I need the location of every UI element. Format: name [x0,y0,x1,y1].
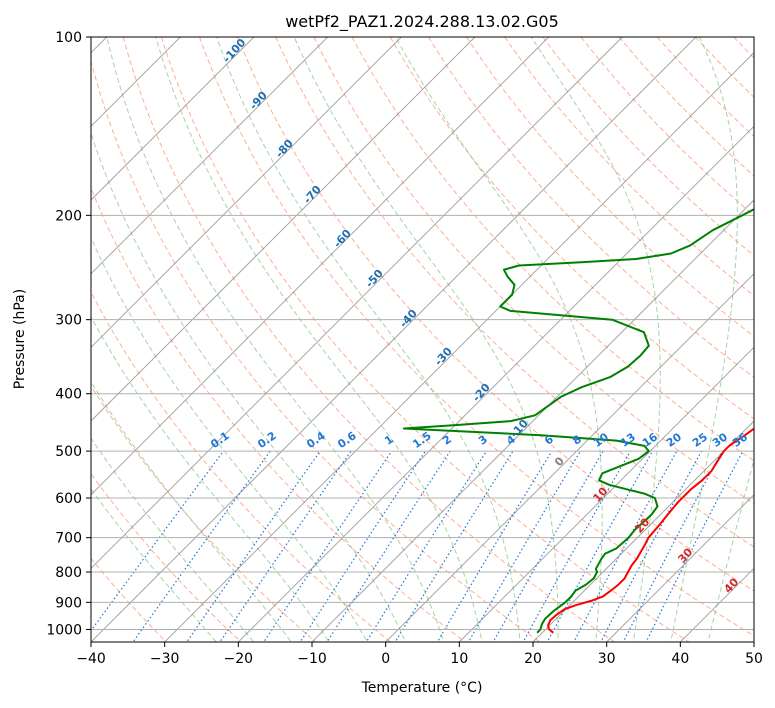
y-axis-label: Pressure (hPa) [12,289,28,389]
x-tick-label: 0 [381,651,390,667]
isotherm-line [91,37,697,642]
isotherm-line [164,51,754,642]
x-axis-label: Temperature (°C) [361,680,483,696]
y-tick-label: 500 [55,444,82,460]
x-tick-label: 10 [450,651,468,667]
x-tick-label: −30 [150,651,180,667]
isotherm-line [385,272,754,642]
x-tick-label: 50 [745,651,763,667]
dry-adiabat-line [91,384,317,642]
temperature-profile-line [547,427,754,634]
y-tick-label: 900 [55,595,82,611]
x-tick-label: 30 [598,651,616,667]
isotherm-line [532,420,754,642]
y-tick-label: 1000 [46,622,82,638]
plot-frame [90,36,755,643]
x-tick-label: −20 [224,651,254,667]
x-tick-label: 20 [524,651,542,667]
chart-title: wetPf2_PAZ1.2024.288.13.02.G05 [285,12,559,32]
y-tick-label: 100 [55,30,82,46]
moist-adiabat-line [670,37,738,642]
isotherm-line [458,346,754,642]
isotherm-line [91,37,550,496]
y-tick-label: 700 [55,531,82,547]
x-axis: −40 −30 −20 −10 0 10 20 30 40 50 [76,642,763,667]
isotherm-line [91,37,623,570]
isotherm-line [91,37,329,275]
isotherm-line [311,199,754,642]
moist-adiabat-line [530,37,661,642]
x-tick-label: −10 [297,651,327,667]
y-tick-label: 800 [55,565,82,581]
moist-adiabat-line [91,315,330,642]
dry-adiabat-line [160,37,691,642]
y-tick-label: 600 [55,491,82,507]
pressure-grid [91,37,754,630]
moist-adiabat-line [155,37,483,642]
y-tick-label: 200 [55,208,82,224]
y-axis: 100 200 300 400 500 600 700 800 900 1000 [46,30,91,638]
moist-adiabat-line [216,37,521,642]
moist-adiabat-line [106,37,445,642]
y-tick-label: 400 [55,387,82,403]
isotherm-line [91,37,476,422]
isotherm-line [91,37,402,349]
y-tick-label: 300 [55,313,82,329]
isotherm-line [91,37,255,201]
isotherm-line [237,125,754,642]
x-tick-label: −40 [76,651,106,667]
profile-lines [402,208,754,634]
x-tick-label: 40 [671,651,689,667]
dry-adiabat-line [237,37,754,592]
isotherm-line [606,493,754,642]
dewpoint-profile-line [402,208,754,634]
